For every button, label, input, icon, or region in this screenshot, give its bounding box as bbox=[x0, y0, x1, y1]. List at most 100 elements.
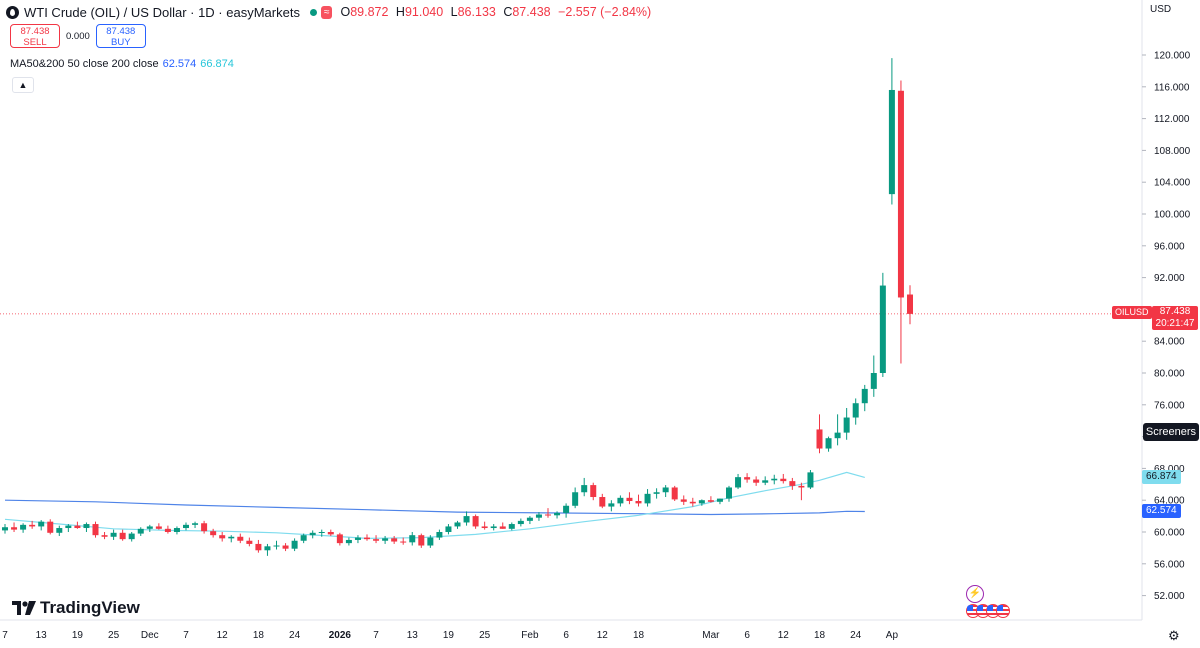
indicator-legend[interactable]: MA50&200 50 close 200 close 62.574 66.874 bbox=[10, 58, 234, 70]
candle bbox=[726, 485, 732, 502]
x-tick-label: 18 bbox=[253, 630, 265, 641]
x-tick-label: 7 bbox=[183, 630, 189, 641]
candle-body bbox=[327, 532, 334, 535]
candle-body bbox=[907, 294, 913, 314]
y-tick-label: 80.000 bbox=[1154, 369, 1185, 380]
candle-body bbox=[273, 545, 280, 547]
sell-price: 87.438 bbox=[20, 26, 50, 37]
candle bbox=[255, 539, 262, 553]
lightning-event-icon[interactable]: ⚡ bbox=[966, 585, 984, 603]
candle-body bbox=[716, 498, 723, 502]
y-tick-label: 56.000 bbox=[1154, 559, 1185, 570]
candle bbox=[735, 473, 742, 490]
x-tick-label: Ap bbox=[886, 630, 899, 641]
ma-upper-tag: 66.874 bbox=[1142, 470, 1181, 484]
trade-panel: 87.438 SELL 0.000 87.438 BUY bbox=[10, 24, 146, 48]
y-tick-label: 116.000 bbox=[1154, 82, 1190, 93]
candle-body bbox=[309, 532, 316, 536]
candle bbox=[798, 482, 805, 501]
candle-body bbox=[816, 429, 823, 449]
y-tick-label: 120.000 bbox=[1154, 51, 1191, 62]
candle-body bbox=[400, 541, 407, 543]
candle bbox=[581, 477, 588, 497]
candle-body bbox=[735, 477, 742, 488]
y-tick-label: 92.000 bbox=[1154, 273, 1185, 284]
candle-body bbox=[210, 531, 217, 536]
candle-body bbox=[535, 514, 542, 518]
open-value: 89.872 bbox=[350, 5, 389, 19]
x-tick-label: 12 bbox=[217, 630, 229, 641]
candle-body bbox=[373, 539, 380, 541]
candle bbox=[535, 512, 542, 521]
candle-body bbox=[753, 479, 760, 483]
candle bbox=[300, 533, 307, 544]
x-tick-label: 7 bbox=[2, 630, 8, 641]
candle bbox=[617, 495, 624, 507]
candle-body bbox=[436, 532, 443, 538]
candle bbox=[653, 488, 660, 499]
candle-body bbox=[508, 524, 515, 529]
ma200-value: 66.874 bbox=[200, 58, 234, 70]
last-price-value: 87.438 bbox=[1159, 306, 1191, 317]
candle-body bbox=[65, 525, 72, 529]
candle bbox=[635, 494, 642, 507]
candle-body bbox=[128, 533, 135, 540]
candle-body bbox=[354, 537, 361, 540]
candle-body bbox=[888, 89, 895, 195]
y-tick-label: 68.000 bbox=[1154, 464, 1185, 475]
candle bbox=[137, 527, 144, 536]
candle-body bbox=[445, 526, 452, 532]
candle-body bbox=[726, 487, 732, 499]
economic-events[interactable] bbox=[966, 604, 1010, 618]
candle-body bbox=[110, 532, 117, 537]
candle-body bbox=[807, 472, 814, 488]
us-flag-icon[interactable] bbox=[996, 604, 1010, 618]
collapse-legend-button[interactable]: ▲ bbox=[12, 77, 34, 93]
candle bbox=[526, 516, 533, 525]
candle-body bbox=[300, 535, 307, 541]
candle-body bbox=[789, 481, 796, 486]
screeners-button[interactable]: Screeners bbox=[1143, 423, 1199, 441]
candle bbox=[508, 522, 515, 531]
buy-button[interactable]: 87.438 BUY bbox=[95, 24, 146, 48]
candle-body bbox=[2, 527, 8, 531]
wave-badge[interactable]: ≈ bbox=[320, 5, 333, 19]
x-tick-label: 7 bbox=[373, 630, 379, 641]
candle-body bbox=[590, 485, 597, 498]
symbol-title[interactable]: WTI Crude (OIL) / US Dollar · 1D · easyM… bbox=[24, 4, 300, 20]
candle bbox=[879, 272, 886, 377]
buy-label: BUY bbox=[111, 37, 131, 48]
candle-body bbox=[364, 537, 370, 540]
high-label: H bbox=[395, 5, 405, 19]
candle bbox=[490, 524, 497, 531]
candle bbox=[671, 485, 678, 501]
settings-gear-icon[interactable]: ⚙ bbox=[1168, 628, 1180, 643]
candle-body bbox=[192, 523, 199, 525]
x-tick-label: 24 bbox=[289, 630, 301, 641]
candle-body bbox=[599, 497, 606, 507]
candle bbox=[246, 537, 253, 547]
candle bbox=[11, 522, 18, 532]
candle-body bbox=[843, 417, 850, 433]
candle bbox=[680, 495, 687, 505]
candle bbox=[771, 474, 778, 485]
candle bbox=[92, 521, 99, 538]
y-tick-label: 64.000 bbox=[1154, 496, 1185, 507]
sell-button[interactable]: 87.438 SELL bbox=[10, 24, 60, 48]
x-tick-label: 19 bbox=[72, 630, 84, 641]
x-tick-label: 6 bbox=[744, 630, 750, 641]
candle bbox=[843, 407, 850, 440]
low-value: 86.133 bbox=[457, 5, 496, 19]
candle bbox=[336, 532, 343, 546]
last-price-tag: 87.438 20:21:47 bbox=[1152, 306, 1198, 330]
currency-label[interactable]: USD bbox=[1150, 4, 1172, 15]
candle-body bbox=[382, 538, 389, 541]
candle-body bbox=[237, 536, 244, 541]
candle-body bbox=[418, 535, 425, 546]
sell-label: SELL bbox=[23, 37, 47, 48]
candle bbox=[38, 520, 45, 531]
candle bbox=[373, 535, 380, 544]
candle-body bbox=[83, 524, 90, 529]
tradingview-logo[interactable]: TradingView bbox=[12, 598, 140, 618]
